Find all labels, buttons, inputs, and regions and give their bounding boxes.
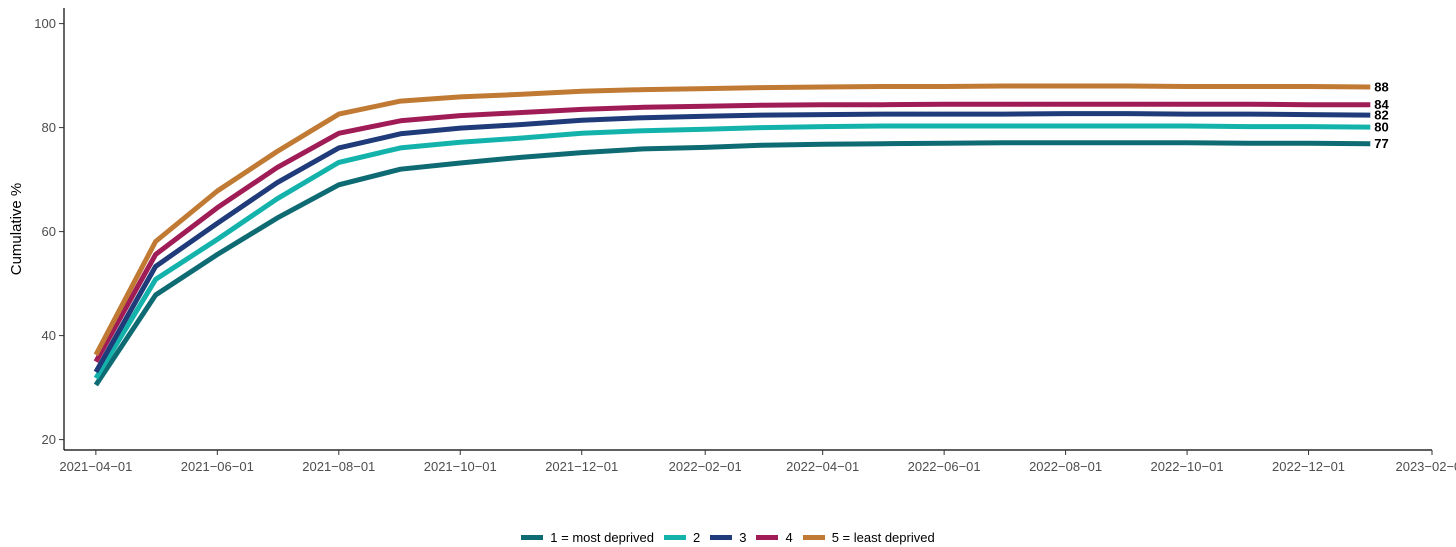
y-tick-label: 80 — [42, 120, 56, 135]
x-tick-label: 2021−08−01 — [302, 459, 375, 474]
legend-item: 1 = most deprived — [521, 530, 654, 545]
legend-item: 3 — [710, 530, 746, 545]
series-line — [93, 123, 1371, 380]
x-tick-label: 2022−08−01 — [1029, 459, 1102, 474]
end-value-label: 77 — [1374, 136, 1388, 151]
series-lines — [93, 83, 1371, 387]
y-tick-label: 40 — [42, 328, 56, 343]
legend-label: 3 — [739, 530, 747, 545]
series-line — [93, 83, 1371, 356]
x-tick-label: 2022−06−01 — [908, 459, 981, 474]
legend-key — [521, 535, 544, 540]
x-tick-label: 2022−04−01 — [786, 459, 859, 474]
end-value-label: 84 — [1374, 97, 1389, 112]
series-line — [93, 101, 1371, 363]
end-value-label: 80 — [1374, 120, 1388, 135]
x-axis: 2021−04−01 2021−06−01 2021−08−01 2021−10−01… — [59, 449, 1456, 474]
x-tick-label: 2021−12−01 — [545, 459, 618, 474]
line-chart: 20 40 60 80 100 2021−04−01 2021−06−01 2021−08−… — [8, 8, 1456, 474]
y-tick-label: 100 — [34, 16, 56, 31]
x-tick-label: 2023−02−01 — [1395, 459, 1456, 474]
legend-item: 4 — [756, 530, 793, 545]
legend: 1 = most deprived 2 3 4 5 = least deprived — [0, 530, 1456, 545]
series-line — [93, 111, 1371, 374]
x-tick-label: 2021−10−01 — [424, 459, 497, 474]
legend-key — [710, 535, 733, 540]
x-tick-label: 2022−12−01 — [1272, 459, 1345, 474]
x-tick-label: 2022−10−01 — [1151, 459, 1224, 474]
x-tick-label: 2021−04−01 — [59, 459, 132, 474]
end-value-label: 88 — [1374, 80, 1388, 95]
y-axis: 20 40 60 80 100 — [34, 8, 65, 450]
legend-label: 4 — [785, 530, 793, 545]
y-tick-label: 60 — [42, 224, 56, 239]
legend-key — [756, 535, 779, 540]
legend-item: 2 — [664, 530, 700, 545]
end-value-label: 82 — [1374, 108, 1388, 123]
legend-label: 5 = least deprived — [831, 530, 935, 545]
series-line — [93, 140, 1371, 387]
legend-item: 5 = least deprived — [802, 530, 935, 545]
x-tick-label: 2022−02−01 — [669, 459, 742, 474]
y-axis-title: Cumulative % — [8, 183, 25, 276]
x-tick-label: 2021−06−01 — [181, 459, 254, 474]
legend-label: 2 — [693, 530, 701, 545]
legend-key — [664, 535, 686, 540]
legend-label: 1 = most deprived — [550, 530, 654, 545]
y-tick-label: 20 — [42, 432, 56, 447]
legend-key — [802, 535, 825, 540]
